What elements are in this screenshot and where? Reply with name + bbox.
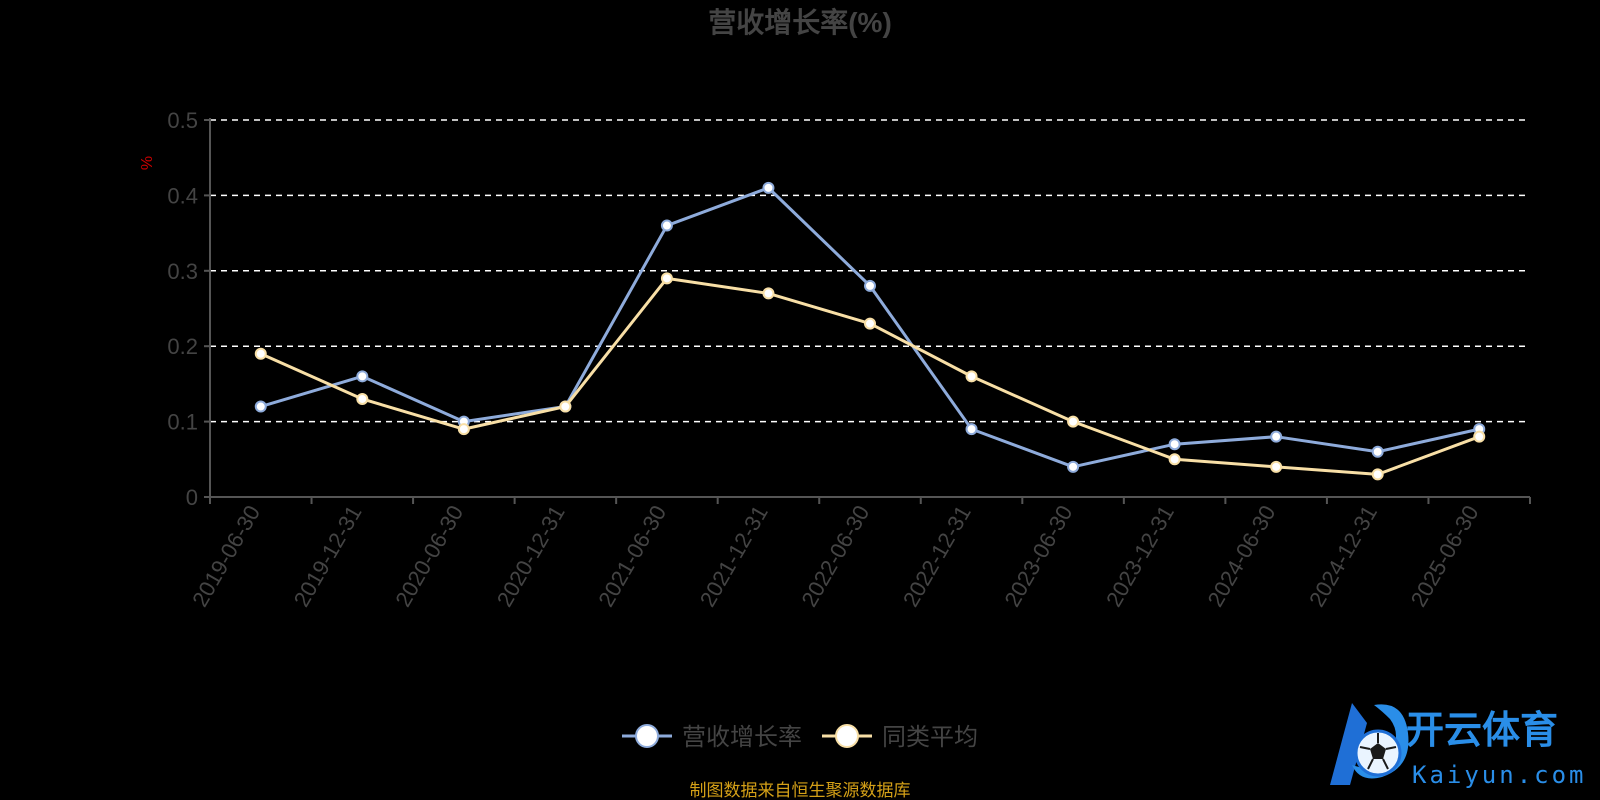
x-tick-label: 2019-06-30 [187,501,265,611]
x-tick-label: 2024-12-31 [1304,501,1382,611]
series-1-point [254,400,267,413]
y-tick-label: 0 [186,485,198,510]
watermark-text: 开云体育 [1406,708,1558,752]
y-tick-label: 0.4 [167,183,198,208]
x-tick-label: 2021-12-31 [695,501,773,611]
legend-marker-2 [835,724,859,748]
x-tick-label: 2020-06-30 [390,501,468,611]
x-tick-label: 2019-12-31 [289,501,367,611]
x-tick-label: 2022-12-31 [898,501,976,611]
y-tick-label: 0.3 [167,259,198,284]
series-2-point [559,400,572,413]
series-2-point [762,287,775,300]
series-2-point [1473,430,1486,443]
series-2-point [1168,453,1181,466]
series-2-point [254,347,267,360]
y-tick-label: 0.2 [167,334,198,359]
series-1-point [762,181,775,194]
series-1-point [965,423,978,436]
series-1-point [660,219,673,232]
series-1-point [1067,460,1080,473]
series-1-point [1371,445,1384,458]
x-tick-label: 2021-06-30 [593,501,671,611]
legend[interactable]: 营收增长率 同类平均 [622,723,978,751]
chart-title: 营收增长率(%) [708,6,892,38]
x-tick-label: 2023-12-31 [1101,501,1179,611]
x-tick-label: 2022-06-30 [796,501,874,611]
x-tick-label: 2025-06-30 [1406,501,1484,611]
series-2-point [864,317,876,330]
series-2-point [356,392,369,405]
y-axis-label: % [139,156,156,170]
watermark-subtext: Kaiyun.com [1412,761,1587,789]
y-tick-label: 0.5 [167,108,198,133]
watermark-logo: 开云体育 Kaiyun.com [1330,703,1587,789]
series-2-point [660,272,673,285]
x-tick-label: 2023-06-30 [999,501,1077,611]
series-line-2 [260,276,1480,476]
legend-label-2: 同类平均 [882,723,978,751]
legend-label-1: 营收增长率 [682,723,802,751]
series-2-point [1067,415,1080,428]
y-tick-label: 0.1 [167,410,198,435]
x-tick-label: 2024-06-30 [1203,501,1281,611]
series-1-point [356,370,369,383]
series-1-point [864,279,876,292]
source-note: 制图数据来自恒生聚源数据库 [690,781,911,800]
series-2-point [965,370,978,383]
x-tick-label: 2020-12-31 [492,501,570,611]
series-1-point [1168,438,1181,451]
series-2-point [1371,468,1384,481]
legend-marker-1 [635,724,659,748]
soccer-ball-icon [1330,703,1409,785]
axes: 0 0.1 0.2 0.3 0.4 0.5 2019-06-30 2019-12-31 2020… [167,108,1531,611]
series-2-point [1270,460,1283,473]
series-lines [254,181,1486,481]
series-2-point [457,423,470,436]
series-1-point [1270,430,1283,443]
grid-lines [210,119,1530,423]
